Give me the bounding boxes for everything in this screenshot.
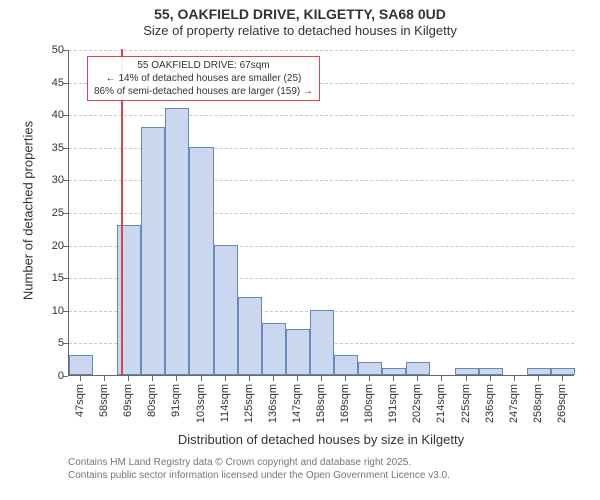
x-tick-label: 258sqm bbox=[532, 384, 544, 423]
x-tick-label: 47sqm bbox=[74, 384, 86, 417]
x-tick-label: 125sqm bbox=[243, 384, 255, 423]
x-tick-label: 236sqm bbox=[484, 384, 496, 423]
histogram-bar bbox=[69, 355, 93, 375]
histogram-bar bbox=[527, 368, 551, 375]
x-tick-label: 91sqm bbox=[170, 384, 182, 417]
histogram-bar bbox=[214, 245, 238, 375]
histogram-bar bbox=[406, 362, 430, 375]
x-axis-label: Distribution of detached houses by size … bbox=[68, 432, 574, 447]
x-tick-label: 58sqm bbox=[98, 384, 110, 417]
annotation-box: 55 OAKFIELD DRIVE: 67sqm← 14% of detache… bbox=[87, 56, 320, 101]
gridline bbox=[69, 115, 574, 116]
histogram-bar bbox=[262, 323, 286, 375]
x-tick-label: 191sqm bbox=[387, 384, 399, 423]
histogram-bar bbox=[286, 329, 310, 375]
y-tick-label: 20 bbox=[4, 240, 64, 252]
x-tick-label: 69sqm bbox=[122, 384, 134, 417]
x-tick-label: 247sqm bbox=[508, 384, 520, 423]
histogram-bar bbox=[238, 297, 262, 375]
y-tick-label: 0 bbox=[4, 370, 64, 382]
histogram-plot: 55 OAKFIELD DRIVE: 67sqm← 14% of detache… bbox=[68, 50, 574, 376]
y-tick-label: 5 bbox=[4, 337, 64, 349]
x-tick-label: 169sqm bbox=[339, 384, 351, 423]
histogram-bar bbox=[358, 362, 382, 375]
y-tick-label: 30 bbox=[4, 174, 64, 186]
histogram-bar bbox=[479, 368, 503, 375]
annotation-line: 55 OAKFIELD DRIVE: 67sqm bbox=[94, 59, 313, 72]
x-tick-label: 114sqm bbox=[219, 384, 231, 422]
histogram-bar bbox=[310, 310, 334, 375]
x-tick-label: 158sqm bbox=[315, 384, 327, 423]
x-tick-label: 180sqm bbox=[363, 384, 375, 423]
gridline bbox=[69, 50, 574, 51]
x-tick-label: 214sqm bbox=[435, 384, 447, 423]
y-tick-label: 35 bbox=[4, 142, 64, 154]
page-subtitle: Size of property relative to detached ho… bbox=[0, 23, 600, 39]
footer-line-1: Contains HM Land Registry data © Crown c… bbox=[68, 456, 450, 469]
y-axis-ticks: 05101520253035404550 bbox=[0, 50, 68, 376]
page-title: 55, OAKFIELD DRIVE, KILGETTY, SA68 0UD bbox=[0, 0, 600, 23]
histogram-bar bbox=[141, 127, 165, 375]
footer-line-2: Contains public sector information licen… bbox=[68, 469, 450, 482]
x-axis-ticks: 47sqm 58sqm 69sqm 80sqm 91sqm 103sqm 114sqm 125… bbox=[68, 376, 574, 428]
x-tick-label: 103sqm bbox=[195, 384, 207, 423]
annotation-line: 86% of semi-detached houses are larger (… bbox=[94, 85, 313, 98]
histogram-bar bbox=[189, 147, 213, 375]
y-tick-label: 10 bbox=[4, 305, 64, 317]
x-tick-label: 225sqm bbox=[460, 384, 472, 423]
x-tick-label: 147sqm bbox=[291, 384, 303, 423]
y-tick-label: 50 bbox=[4, 44, 64, 56]
y-tick-label: 40 bbox=[4, 109, 64, 121]
histogram-bar bbox=[165, 108, 189, 375]
x-tick-label: 269sqm bbox=[556, 384, 568, 423]
histogram-bar bbox=[382, 368, 406, 375]
footer-attribution: Contains HM Land Registry data © Crown c… bbox=[68, 456, 450, 482]
histogram-bar bbox=[455, 368, 479, 375]
y-tick-label: 45 bbox=[4, 77, 64, 89]
x-tick-label: 202sqm bbox=[411, 384, 423, 423]
y-tick-label: 25 bbox=[4, 207, 64, 219]
y-tick-label: 15 bbox=[4, 272, 64, 284]
x-tick-label: 136sqm bbox=[267, 384, 279, 423]
histogram-bar bbox=[334, 355, 358, 375]
chart-container: { "header": { "title": "55, OAKFIELD DRI… bbox=[0, 0, 600, 500]
annotation-line: ← 14% of detached houses are smaller (25… bbox=[94, 72, 313, 85]
histogram-bar bbox=[551, 368, 575, 375]
x-tick-label: 80sqm bbox=[146, 384, 158, 417]
